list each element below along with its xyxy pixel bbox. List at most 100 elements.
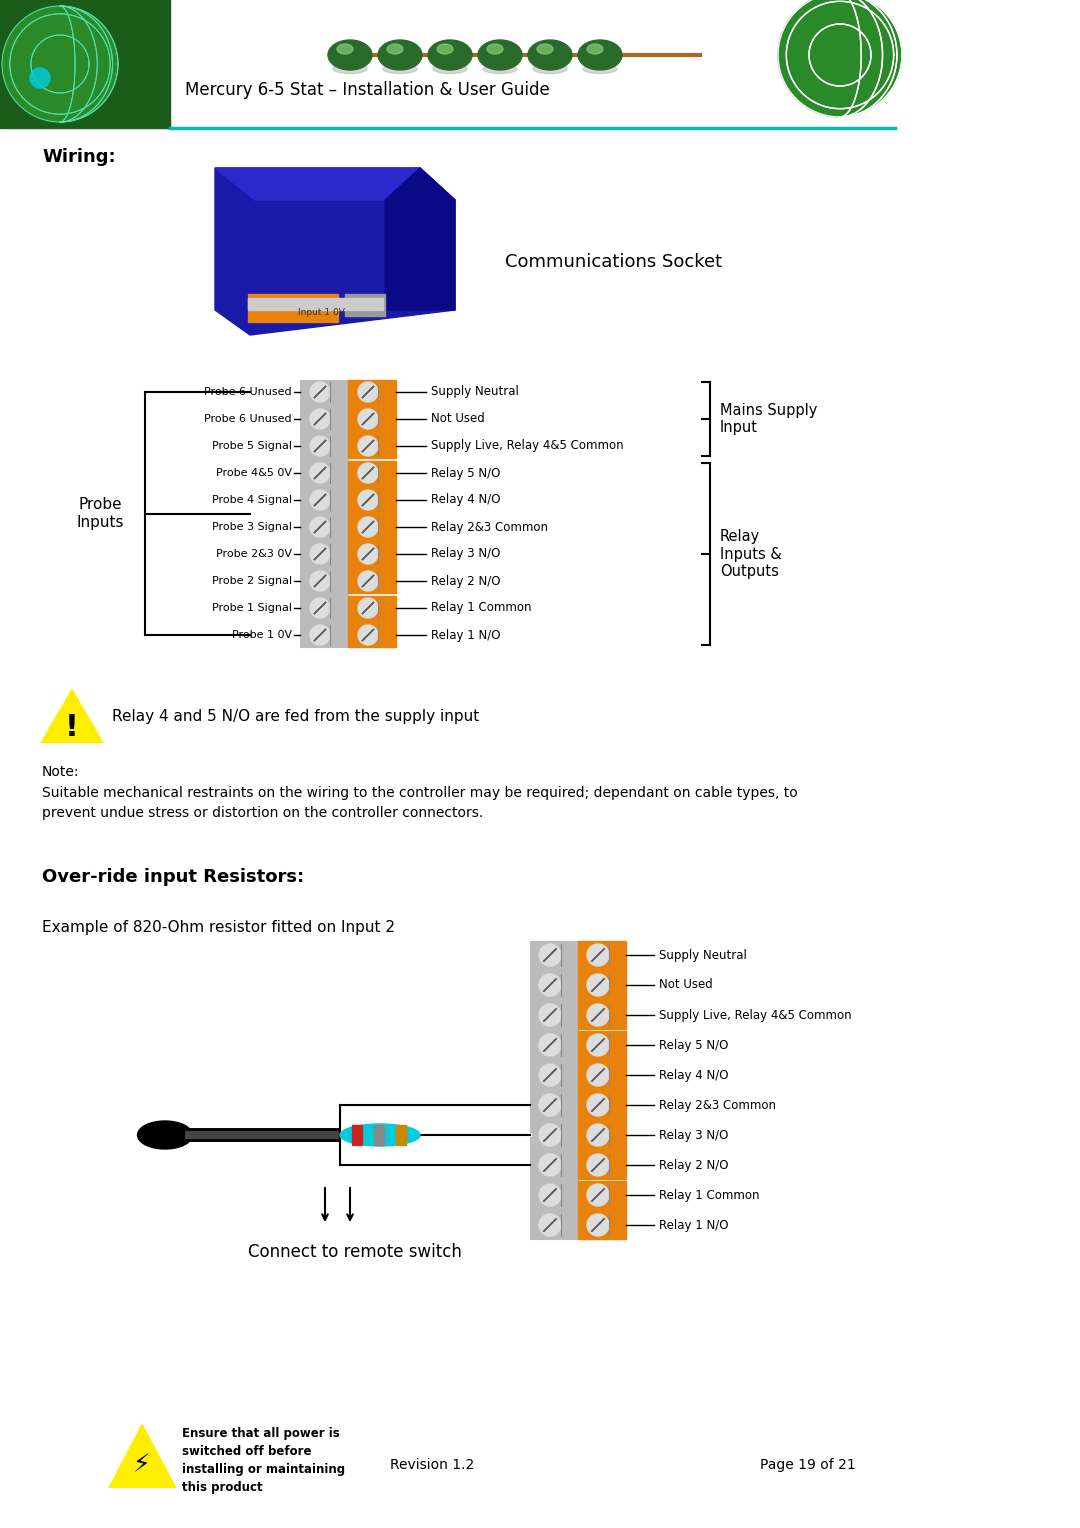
Text: Ensure that all power is
switched off before
installing or maintaining
this prod: Ensure that all power is switched off be… [183, 1427, 346, 1494]
Bar [345, 293, 384, 316]
Text: Probe 6 Unused: Probe 6 Unused [204, 414, 292, 423]
Bar [248, 298, 383, 310]
Text: Supply Live, Relay 4&5 Common: Supply Live, Relay 4&5 Common [659, 1008, 852, 1022]
Ellipse shape [340, 1125, 420, 1146]
Text: Relay 5 N/O: Relay 5 N/O [659, 1039, 728, 1051]
Text: Relay 2 N/O: Relay 2 N/O [431, 575, 500, 587]
Text: Mercury 6-5 Stat – Installation & User Guide: Mercury 6-5 Stat – Installation & User G… [185, 81, 550, 99]
Circle shape [310, 571, 330, 591]
Bar [352, 1125, 362, 1144]
Ellipse shape [478, 40, 522, 70]
Ellipse shape [428, 40, 472, 70]
Polygon shape [110, 1426, 175, 1487]
Bar [348, 461, 396, 593]
Circle shape [778, 0, 902, 118]
Circle shape [357, 490, 378, 510]
Ellipse shape [328, 40, 372, 70]
Circle shape [539, 1094, 561, 1115]
Text: Probe 1 Signal: Probe 1 Signal [212, 604, 292, 613]
Text: ⚡: ⚡ [133, 1453, 151, 1478]
Circle shape [539, 944, 561, 966]
Bar [374, 1125, 384, 1144]
Ellipse shape [537, 44, 553, 53]
Circle shape [310, 410, 330, 429]
Ellipse shape [433, 64, 467, 73]
Circle shape [539, 973, 561, 996]
Ellipse shape [437, 44, 453, 53]
Circle shape [310, 382, 330, 402]
Text: Over-ride input Resistors:: Over-ride input Resistors: [42, 868, 305, 886]
Text: Relay 5 N/O: Relay 5 N/O [431, 466, 500, 480]
Circle shape [357, 410, 378, 429]
Circle shape [2, 6, 118, 122]
Circle shape [539, 1154, 561, 1177]
Text: Probe 3 Signal: Probe 3 Signal [212, 523, 292, 532]
Circle shape [310, 516, 330, 536]
Circle shape [588, 1094, 609, 1115]
Text: Connect to remote switch: Connect to remote switch [248, 1242, 462, 1261]
Text: Not Used: Not Used [431, 413, 485, 425]
Text: Communications Socket: Communications Socket [505, 254, 723, 270]
Text: Mains Supply
Input: Mains Supply Input [720, 403, 818, 435]
Circle shape [310, 435, 330, 455]
Text: Probe 2 Signal: Probe 2 Signal [212, 576, 292, 587]
Ellipse shape [534, 64, 567, 73]
Bar [578, 1031, 626, 1180]
Circle shape [310, 490, 330, 510]
Ellipse shape [483, 64, 517, 73]
Bar [348, 380, 396, 458]
Bar [396, 1125, 406, 1144]
Circle shape [357, 382, 378, 402]
Circle shape [539, 1215, 561, 1236]
Bar [530, 941, 578, 1239]
Circle shape [588, 1004, 609, 1025]
Bar [0, 0, 170, 128]
Circle shape [588, 1125, 609, 1146]
Circle shape [588, 1034, 609, 1056]
Circle shape [588, 1215, 609, 1236]
Bar [300, 380, 348, 646]
Polygon shape [384, 168, 455, 310]
Circle shape [357, 463, 378, 483]
Text: Relay 1 Common: Relay 1 Common [659, 1189, 759, 1201]
Text: Relay 2&3 Common: Relay 2&3 Common [659, 1099, 777, 1111]
Ellipse shape [528, 40, 572, 70]
Text: Example of 820-Ohm resistor fitted on Input 2: Example of 820-Ohm resistor fitted on In… [42, 920, 395, 935]
Circle shape [539, 1004, 561, 1025]
Text: Relay 1 N/O: Relay 1 N/O [431, 628, 500, 642]
Text: Relay 2&3 Common: Relay 2&3 Common [431, 521, 548, 533]
Text: Probe 1 0V: Probe 1 0V [232, 630, 292, 640]
Polygon shape [215, 168, 455, 200]
Text: Revision 1.2: Revision 1.2 [390, 1458, 474, 1471]
Ellipse shape [578, 40, 622, 70]
Ellipse shape [487, 44, 503, 53]
Circle shape [357, 544, 378, 564]
Text: Supply Neutral: Supply Neutral [659, 949, 747, 961]
Circle shape [588, 1184, 609, 1206]
Circle shape [310, 597, 330, 617]
Text: Page 19 of 21: Page 19 of 21 [760, 1458, 855, 1471]
Circle shape [539, 1063, 561, 1086]
Ellipse shape [337, 44, 353, 53]
Text: Not Used: Not Used [659, 978, 713, 992]
Text: Probe 4 Signal: Probe 4 Signal [212, 495, 292, 504]
Text: Relay 4 and 5 N/O are fed from the supply input: Relay 4 and 5 N/O are fed from the suppl… [112, 709, 480, 723]
Ellipse shape [588, 44, 603, 53]
Bar [348, 596, 396, 646]
Circle shape [357, 597, 378, 617]
Text: Wiring:: Wiring: [42, 148, 116, 167]
Text: Relay 1 N/O: Relay 1 N/O [659, 1218, 729, 1232]
Circle shape [588, 1154, 609, 1177]
Ellipse shape [583, 64, 617, 73]
Text: Probe 6 Unused: Probe 6 Unused [204, 387, 292, 397]
Text: Input 1 0V: Input 1 0V [298, 309, 345, 316]
Circle shape [357, 516, 378, 536]
Polygon shape [215, 168, 455, 335]
Text: Probe 5 Signal: Probe 5 Signal [212, 442, 292, 451]
Text: Relay 4 N/O: Relay 4 N/O [659, 1068, 729, 1082]
Circle shape [588, 944, 609, 966]
Ellipse shape [137, 1122, 192, 1149]
Circle shape [310, 463, 330, 483]
Text: !: ! [65, 714, 79, 743]
Text: Relay 4 N/O: Relay 4 N/O [431, 494, 500, 506]
